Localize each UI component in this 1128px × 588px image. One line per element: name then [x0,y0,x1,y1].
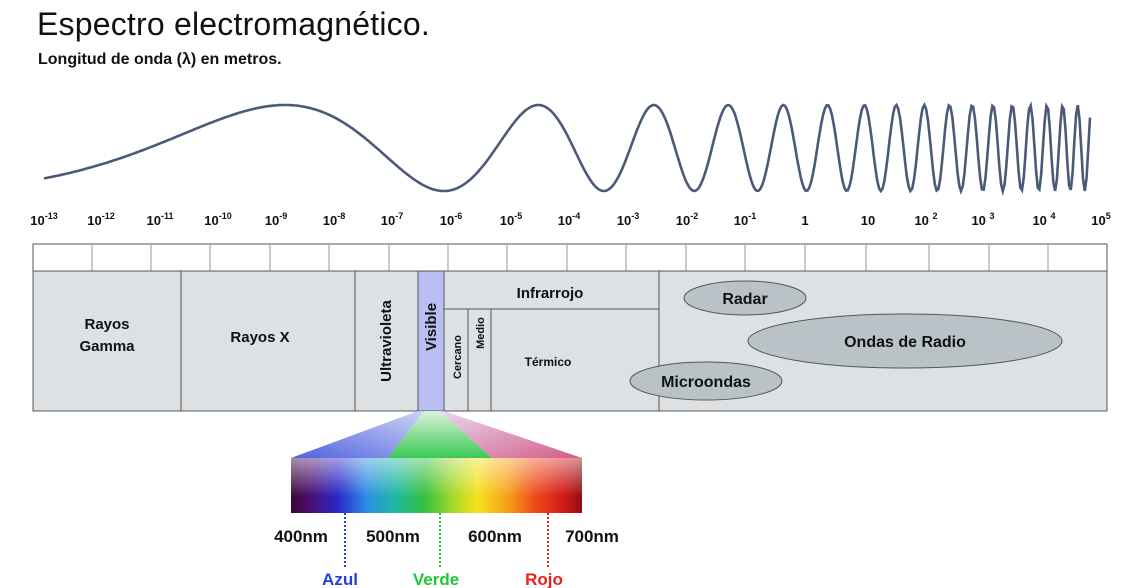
spectrum-band: Rayos Gamma Rayos X Ultravioleta Visible… [32,270,1108,412]
microwave-label: Microondas [661,374,751,391]
page-title: Espectro electromagnético. [37,6,430,42]
gamma-label-line1: Rayos [84,316,129,333]
tick-600nm: 600nm [468,527,522,546]
uv-label: Ultravioleta [378,299,395,381]
scale-label: 10-8 [323,211,345,228]
fan-pink [440,411,582,458]
radio-label: Ondas de Radio [844,334,966,351]
scale-label: 10-13 [30,211,57,228]
scale-label: 10-7 [381,211,403,228]
scale-label: 10-4 [558,211,580,228]
page-subtitle: Longitud de onda (λ) en metros. [38,51,282,68]
visible-band [417,270,445,412]
tick-row [32,243,1108,272]
scale-label: 10-10 [204,211,231,228]
near-ir-label: Cercano [452,335,464,379]
scale-label: 10 2 [914,211,937,228]
tick-700nm: 700nm [565,527,619,546]
label-azul: Azul [322,570,358,588]
radar-label: Radar [722,291,767,308]
thermal-ir-label: Térmico [525,355,572,369]
fan-blue [291,411,424,458]
scale-labels: 10-13 10-12 10-11 10-10 10-9 10-8 10-7 10-6 10-5… [30,211,1110,228]
scale-label: 10 4 [1032,211,1055,228]
scale-label: 10-6 [440,211,462,228]
scale-label: 10 [861,213,875,228]
visible-scale: 400nm 500nm 600nm 700nm Azul Verde Rojo [274,513,619,588]
visible-fan [291,411,582,458]
scale-label: 10-1 [734,211,756,228]
tick-400nm: 400nm [274,527,328,546]
label-verde: Verde [413,570,459,588]
tick-row-frame [32,243,1108,272]
wave-line [43,101,1092,197]
label-rojo: Rojo [525,570,563,588]
rainbow-highlight [291,458,582,513]
xray-label: Rayos X [230,329,289,346]
scale-label: 10-9 [265,211,287,228]
scale-label: 10-5 [500,211,522,228]
microwave-ellipse [629,361,783,401]
mid-ir-label: Medio [475,317,487,349]
gamma-label-line2: Gamma [79,338,135,355]
tick-500nm: 500nm [366,527,420,546]
scale-label: 105 [1091,211,1110,228]
scale-label: 10 3 [971,211,994,228]
scale-label: 1 [801,213,808,228]
scale-label: 10-3 [617,211,639,228]
visible-label: Visible [423,303,440,351]
scale-label: 10-11 [147,211,174,228]
scale-label: 10-2 [676,211,698,228]
scale-label: 10-12 [87,211,114,228]
radar-ellipse [683,280,807,316]
fan-green [388,411,492,458]
infrared-label: Infrarrojo [517,285,584,302]
radio-ellipse [747,313,1063,369]
